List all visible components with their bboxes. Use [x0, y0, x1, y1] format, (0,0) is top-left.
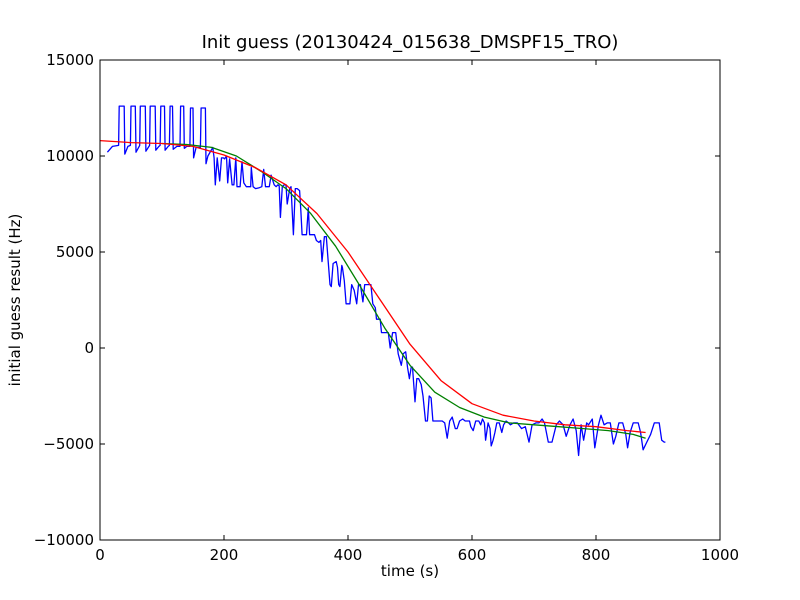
x-tick-label: 800: [582, 546, 611, 564]
x-tick-label: 200: [210, 546, 239, 564]
series-green-line: [161, 142, 646, 439]
y-tick-label: 5000: [56, 243, 94, 261]
tick-layer: 0 200 400 600 800 1000 −10000 −5000 0 5000 10000 15…: [34, 51, 739, 564]
x-tick-label: 600: [458, 546, 487, 564]
x-axis-label: time (s): [381, 562, 439, 580]
x-tick-label: 0: [95, 546, 105, 564]
y-tick-label: −5000: [43, 435, 94, 453]
y-tick-label: 0: [84, 339, 94, 357]
plot-area: [99, 105, 666, 457]
chart-title: Init guess (20130424_015638_DMSPF15_TRO): [202, 32, 619, 53]
y-axis-label: initial guess result (Hz): [6, 214, 24, 387]
x-tick-label: 400: [334, 546, 363, 564]
y-tick-label: 10000: [46, 147, 94, 165]
y-tick-label: −10000: [34, 531, 94, 549]
series-red-line: [99, 139, 646, 434]
y-tick-label: 15000: [46, 51, 94, 69]
x-tick-label: 1000: [701, 546, 739, 564]
axes-frame: [99, 59, 721, 541]
